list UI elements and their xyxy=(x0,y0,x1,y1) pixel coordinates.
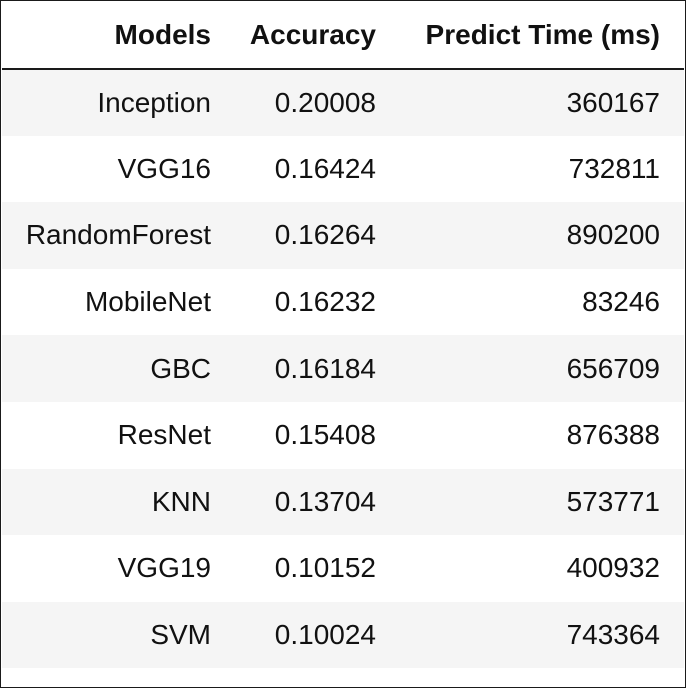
model-cell: VGG19 xyxy=(117,552,211,584)
table-row: KNN 0.13704 573771 xyxy=(2,468,684,536)
column-header-accuracy: Accuracy xyxy=(211,1,376,70)
accuracy-cell: 0.20008 xyxy=(274,86,376,118)
model-cell: MobileNet xyxy=(84,286,211,318)
row-padding xyxy=(660,202,684,269)
accuracy-cell: 0.16424 xyxy=(274,152,376,184)
model-cell: RandomForest xyxy=(25,219,211,251)
predict-time-cell: 360167 xyxy=(566,86,660,118)
model-cell: VGG16 xyxy=(117,152,211,184)
accuracy-cell: 0.16264 xyxy=(274,219,376,251)
accuracy-cell: 0.16232 xyxy=(274,286,376,318)
row-padding xyxy=(660,402,684,469)
table-row: ResNet 0.15408 876388 xyxy=(2,401,684,469)
model-cell: ResNet xyxy=(117,419,211,451)
table-header: Models Accuracy Predict Time (ms) xyxy=(2,1,684,70)
model-cell: GBC xyxy=(150,352,211,384)
header-row: Models Accuracy Predict Time (ms) xyxy=(2,1,684,70)
predict-time-cell: 656709 xyxy=(566,352,660,384)
table-row: MobileNet 0.16232 83246 xyxy=(2,268,684,336)
predict-time-cell: 400932 xyxy=(566,552,660,584)
accuracy-cell: 0.15408 xyxy=(274,419,376,451)
predict-time-cell: 890200 xyxy=(566,219,660,251)
predict-time-cell: 876388 xyxy=(566,419,660,451)
predict-time-cell: 743364 xyxy=(566,619,660,651)
table-body: Inception 0.20008 360167 VGG16 0.16424 732811… xyxy=(2,69,684,669)
predict-time-cell: 732811 xyxy=(568,152,660,184)
row-padding xyxy=(660,136,684,203)
table-row: GBC 0.16184 656709 xyxy=(2,335,684,402)
table-row: RandomForest 0.16264 890200 xyxy=(2,202,684,269)
predict-time-cell: 83246 xyxy=(582,286,660,318)
row-padding xyxy=(660,335,684,402)
model-cell: SVM xyxy=(150,619,211,651)
accuracy-cell: 0.10024 xyxy=(274,619,376,651)
predict-time-cell: 573771 xyxy=(566,485,660,517)
results-table: Models Accuracy Predict Time (ms) Incept… xyxy=(2,1,684,669)
row-padding xyxy=(660,269,684,336)
header-padding xyxy=(660,1,684,70)
model-cell: KNN xyxy=(151,485,211,517)
model-cell: Inception xyxy=(97,86,211,118)
table-row: VGG16 0.16424 732811 xyxy=(2,135,684,203)
row-padding xyxy=(660,469,684,536)
table-row: SVM 0.10024 743364 xyxy=(2,601,684,669)
column-header-predict-time: Predict Time (ms) xyxy=(376,1,660,70)
accuracy-cell: 0.10152 xyxy=(274,552,376,584)
table-row: VGG19 0.10152 400932 xyxy=(2,535,684,602)
accuracy-cell: 0.16184 xyxy=(274,352,376,384)
row-padding xyxy=(660,602,684,669)
table-row: Inception 0.20008 360167 xyxy=(2,69,684,136)
row-padding xyxy=(660,535,684,602)
row-padding xyxy=(660,69,684,136)
accuracy-cell: 0.13704 xyxy=(274,485,376,517)
column-header-models: Models xyxy=(2,1,211,70)
